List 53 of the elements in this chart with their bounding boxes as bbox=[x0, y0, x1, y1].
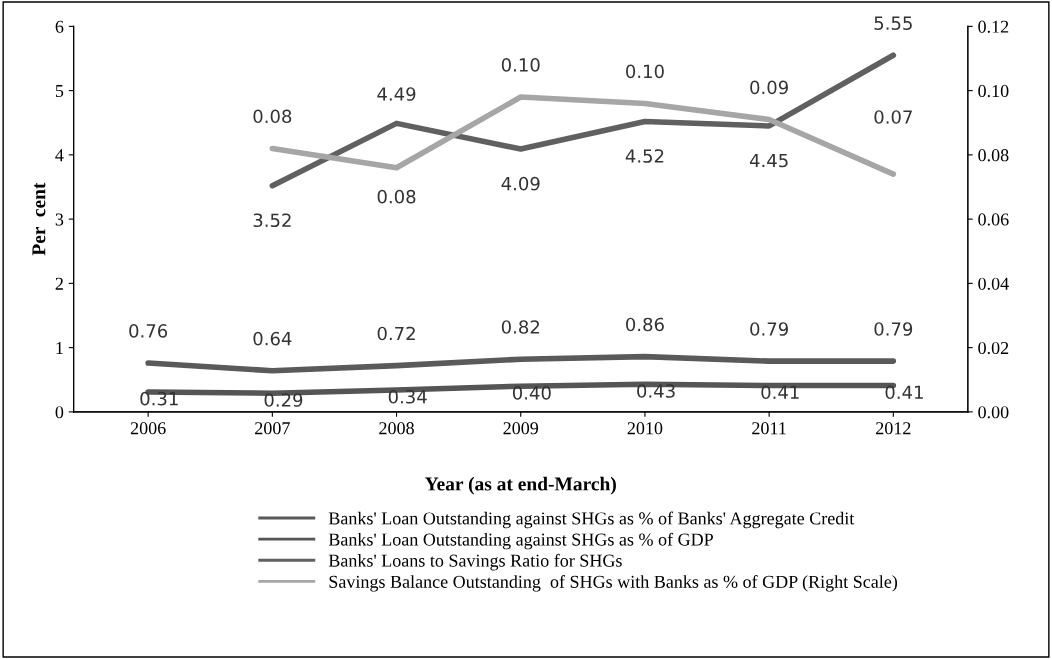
data-label: 0.86 bbox=[626, 317, 664, 332]
data-label: 0.72 bbox=[377, 326, 415, 341]
y2-tick-label: 0.10 bbox=[978, 84, 1009, 98]
data-label: 0.76 bbox=[129, 324, 168, 338]
data-label: 4.45 bbox=[749, 153, 788, 168]
y2-tick-label: 0.02 bbox=[978, 341, 1009, 355]
y-tick-label: 2 bbox=[55, 277, 63, 290]
y-tick-label: 5 bbox=[55, 85, 64, 98]
data-label: 0.82 bbox=[501, 320, 540, 334]
data-label: 0.31 bbox=[140, 391, 178, 406]
data-label: 4.09 bbox=[501, 176, 540, 191]
data-label: 0.40 bbox=[512, 386, 551, 400]
y-tick-label: 3 bbox=[55, 213, 64, 226]
data-label: 4.52 bbox=[625, 149, 664, 163]
y2-tick-label: 0.06 bbox=[978, 213, 1009, 226]
x-tick-label: 2012 bbox=[876, 422, 911, 435]
x-tick-label: 2007 bbox=[255, 422, 290, 435]
x-tick-label: 2006 bbox=[130, 422, 166, 435]
y-axis-title: Per cent bbox=[32, 182, 46, 256]
legend-label: Savings Balance Outstanding of SHGs with Banks as % of GDP (Right Scale) bbox=[329, 574, 898, 592]
y-tick-label: 0 bbox=[55, 406, 64, 419]
data-label: 0.64 bbox=[253, 331, 292, 346]
x-tick-label: 2011 bbox=[752, 422, 786, 435]
data-label: 0.10 bbox=[626, 64, 664, 79]
data-label: 0.08 bbox=[377, 189, 416, 204]
x-tick-label: 2010 bbox=[627, 422, 663, 435]
y2-tick-label: 0.00 bbox=[978, 406, 1009, 419]
x-axis-title: Year (as at end-March) bbox=[425, 476, 616, 495]
y-tick-label: 1 bbox=[56, 341, 63, 354]
data-label: 0.79 bbox=[874, 322, 913, 336]
data-label: 0.07 bbox=[874, 110, 912, 124]
data-label: 5.55 bbox=[874, 16, 912, 30]
x-tick-label: 2008 bbox=[379, 422, 414, 435]
legend-label: Banks' Loan Outstanding against SHGs as % of Banks' Aggregate Credit bbox=[328, 511, 855, 529]
data-label: 0.09 bbox=[750, 80, 788, 95]
data-label: 0.29 bbox=[264, 393, 303, 407]
x-tick-label: 2009 bbox=[503, 422, 539, 435]
data-label: 0.10 bbox=[501, 58, 540, 72]
y2-tick-label: 0.12 bbox=[978, 20, 1009, 33]
y2-tick-label: 0.04 bbox=[978, 277, 1009, 290]
y-tick-label: 4 bbox=[55, 149, 64, 162]
data-label: 0.41 bbox=[885, 385, 923, 400]
data-label: 3.52 bbox=[253, 213, 291, 228]
data-label: 4.49 bbox=[377, 87, 416, 101]
legend-label: Banks' Loans to Savings Ratio for SHGs bbox=[328, 553, 622, 571]
y-tick-label: 6 bbox=[55, 20, 64, 33]
y2-tick-label: 0.08 bbox=[978, 149, 1009, 162]
data-label: 0.79 bbox=[750, 322, 788, 336]
data-label: 0.34 bbox=[388, 389, 427, 404]
data-label: 0.41 bbox=[761, 385, 799, 400]
data-label: 0.08 bbox=[253, 109, 292, 124]
data-label: 0.43 bbox=[637, 384, 675, 398]
legend-label: Banks' Loan Outstanding against SHGs as % of GDP bbox=[328, 532, 713, 550]
